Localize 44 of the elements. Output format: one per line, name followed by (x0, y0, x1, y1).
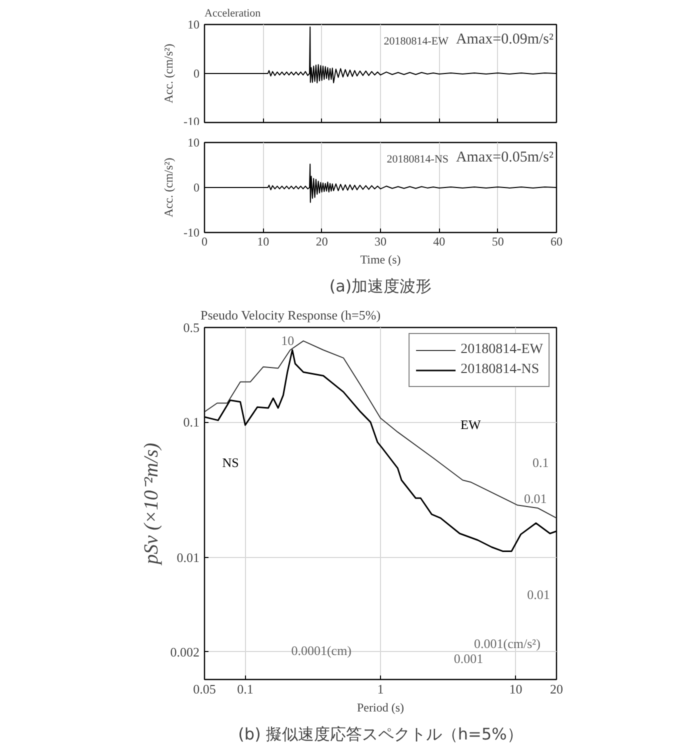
annotation: EW (460, 417, 482, 432)
x-tick-label: 0.05 (193, 682, 216, 696)
y-tick-label: 10 (188, 18, 200, 32)
y-tick-label: 10 (188, 136, 200, 150)
annotation: 0.01 (524, 491, 547, 506)
annotation: NS (222, 455, 239, 470)
text: (b) 擬似速度応答スペクトル（h=5%） (238, 724, 523, 744)
chart-subtitle: Amax=0.05m/s² (456, 150, 554, 166)
annotation: 10 (281, 333, 294, 348)
y-tick-label: 0 (194, 180, 200, 194)
x-tick-label: 20 (550, 682, 563, 696)
y-tick-label: -10 (184, 226, 200, 240)
chart-subtitle: Amax=0.09m/s² (456, 32, 554, 48)
x-tick-label: 40 (433, 234, 446, 248)
y-axis-title: Acc. (cm/s²) (162, 158, 176, 218)
x-tick-label: 10 (257, 234, 270, 248)
text: 20180814-EW (384, 36, 450, 48)
y-tick-label: 0.002 (170, 644, 200, 660)
y-tick-label: 0.1 (183, 414, 200, 430)
x-axis-title: Period (s) (357, 700, 404, 714)
annotation: 0.001 (454, 650, 484, 666)
annotation: 0.1 (532, 455, 549, 470)
y-tick-label: 0.5 (183, 320, 200, 335)
x-axis-title: Time (s) (360, 252, 401, 266)
y-tick-label: 0 (194, 66, 200, 80)
y-tick-label: 0.01 (176, 550, 200, 565)
legend-label: 20180814-NS (460, 362, 540, 378)
chart-title: Acceleration (204, 8, 262, 20)
chart-title: Pseudo Velocity Response (h=5%) (200, 308, 381, 322)
x-tick-label: 30 (374, 234, 386, 248)
annotation: 0.01 (527, 587, 550, 602)
annotation: 0.001(cm/s²) (474, 636, 540, 652)
x-tick-label: 0.1 (237, 682, 254, 696)
x-tick-label: 20 (316, 234, 328, 248)
legend-label: 20180814-EW (460, 342, 543, 358)
y-axis-title: pSv (×10⁻²m/s) (140, 442, 162, 566)
x-tick-label: 50 (492, 234, 504, 248)
x-tick-label: 1 (377, 682, 384, 696)
annotation: 0.0001(cm) (291, 643, 352, 658)
series-label: 20180814-NS (386, 154, 449, 166)
x-tick-label: 60 (550, 234, 562, 248)
y-axis-title: Acc. (cm/s²) (162, 44, 176, 104)
text: (a)加速度波形 (329, 276, 432, 296)
x-tick-label: 10 (509, 682, 522, 696)
